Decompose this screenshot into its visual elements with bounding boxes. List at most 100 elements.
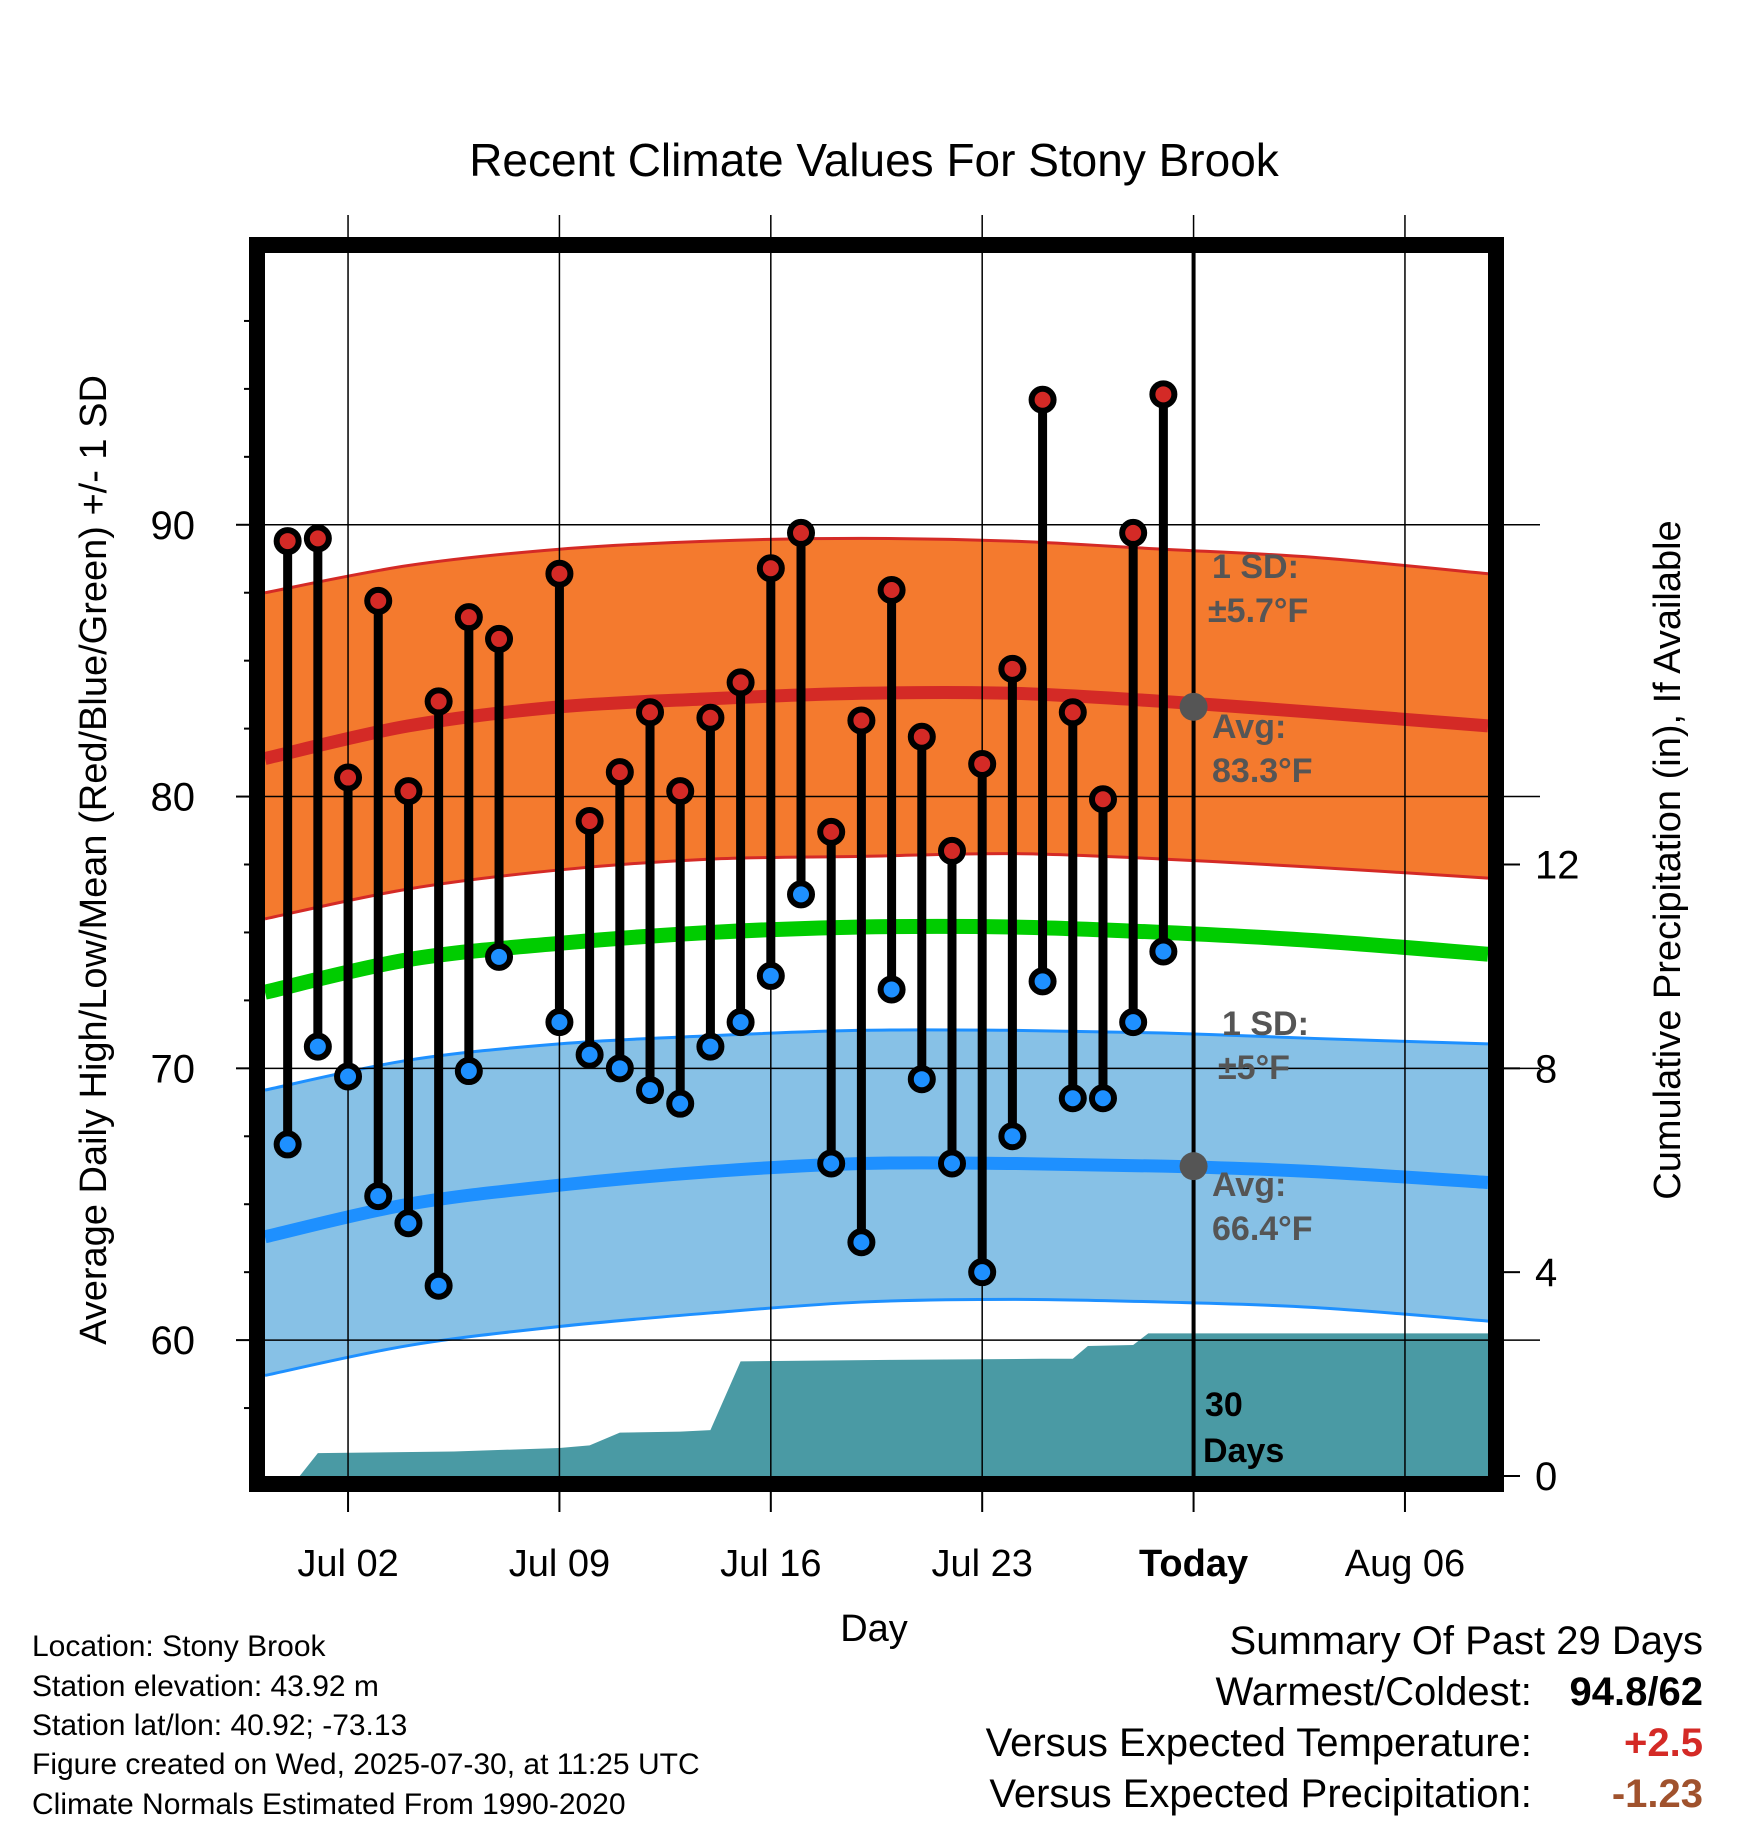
right-y-tick-label: 0 (1535, 1455, 1557, 1499)
daily-high-point (877, 576, 906, 605)
daily-high-point (847, 706, 876, 735)
summary-title: Summary Of Past 29 Days (1229, 1619, 1703, 1663)
high-sd-label: 1 SD: (1212, 548, 1299, 586)
daily-low-point (756, 961, 785, 990)
precip-days-label: 30 (1205, 1386, 1243, 1424)
summary-coldest: 62 (1658, 1670, 1704, 1714)
daily-low-point (485, 942, 514, 971)
daily-high-point (937, 836, 966, 865)
daily-high-point (364, 586, 393, 615)
daily-high-point (968, 749, 997, 778)
daily-high-point (666, 777, 695, 806)
daily-low-point (847, 1228, 876, 1257)
x-tick-label: Jul 23 (931, 1543, 1032, 1585)
daily-high-point (424, 687, 453, 716)
summary-temp-value: +2.5 (1624, 1721, 1703, 1765)
info-elevation: Station elevation: 43.92 m (32, 1670, 379, 1703)
summary-warm-cold-label: Warmest/Coldest: (1215, 1670, 1532, 1714)
daily-high-point (303, 524, 332, 553)
cumulative-precip-area (265, 1333, 1488, 1476)
left-axis-label: Average Daily High/Low/Mean (Red/Blue/Gr… (73, 375, 115, 1345)
summary-precip-value: -1.23 (1611, 1772, 1703, 1816)
info-latlon: Station lat/lon: 40.92; -73.13 (32, 1709, 408, 1742)
summary-warm-cold-value: 94.8/62 (1569, 1670, 1704, 1714)
info-location: Location: Stony Brook (32, 1630, 326, 1663)
right-y-tick-label: 4 (1535, 1251, 1557, 1295)
x-tick-label: Jul 16 (720, 1543, 821, 1585)
axis-ticks (236, 319, 1520, 1512)
left-y-tick-label: 90 (151, 504, 196, 548)
left-y-tick-label: 60 (151, 1319, 196, 1363)
daily-low-point (1058, 1084, 1087, 1113)
x-tick-label: Jul 09 (509, 1543, 610, 1585)
low-sd-value: ±5°F (1218, 1049, 1290, 1087)
daily-high-point (787, 518, 816, 547)
daily-low-point (334, 1062, 363, 1091)
daily-low-point (907, 1065, 936, 1094)
daily-low-point (937, 1149, 966, 1178)
right-y-tick-label: 8 (1535, 1047, 1557, 1091)
daily-low-point (605, 1054, 634, 1083)
daily-low-point (787, 880, 816, 909)
daily-high-point (575, 807, 604, 836)
daily-high-point (605, 758, 634, 787)
summary-warmest: 94.8 (1569, 1670, 1648, 1714)
info-created: Figure created on Wed, 2025-07-30, at 11… (32, 1748, 700, 1781)
low-sd-label: 1 SD: (1222, 1005, 1309, 1043)
low-avg-label: Avg: (1212, 1166, 1286, 1204)
right-axis-label: Cumulative Precipitation (in), If Availa… (1647, 520, 1689, 1199)
daily-high-point (545, 559, 574, 588)
summary-precip-row: Versus Expected Precipitation: -1.23 (989, 1772, 1703, 1817)
daily-low-point (877, 975, 906, 1004)
daily-low-point (1149, 937, 1178, 966)
summary-temp-row: Versus Expected Temperature: +2.5 (986, 1721, 1703, 1766)
info-normals: Climate Normals Estimated From 1990-2020 (32, 1788, 626, 1821)
high-band-upper-edge (265, 536, 1489, 595)
daily-low-point (1088, 1084, 1117, 1113)
daily-low-point (394, 1209, 423, 1238)
summary-warm-cold-row: Warmest/Coldest: 94.8/62 (1216, 1670, 1704, 1715)
daily-high-point (907, 722, 936, 751)
daily-low-point (1119, 1008, 1148, 1037)
daily-low-point (364, 1182, 393, 1211)
daily-low-point (666, 1089, 695, 1118)
daily-low-point (424, 1271, 453, 1300)
high-sd-value: ±5.7°F (1208, 592, 1308, 630)
daily-low-point (726, 1008, 755, 1037)
daily-high-point (454, 603, 483, 632)
left-y-tick-label: 80 (151, 776, 196, 820)
daily-high-point (273, 527, 302, 556)
precip-days-unit: Days (1203, 1432, 1284, 1470)
daily-low-point (303, 1032, 332, 1061)
high-avg-marker (1179, 692, 1208, 721)
summary-temp-label: Versus Expected Temperature: (985, 1721, 1532, 1765)
daily-low-point (454, 1057, 483, 1086)
daily-high-point (636, 698, 665, 727)
daily-high-point (1028, 385, 1057, 414)
daily-high-point (726, 668, 755, 697)
chart-title: Recent Climate Values For Stony Brook (469, 134, 1280, 186)
daily-low-point (636, 1076, 665, 1105)
daily-low-point (575, 1040, 604, 1069)
daily-low-point (968, 1258, 997, 1287)
daily-high-point (1058, 698, 1087, 727)
x-tick-label: Aug 06 (1345, 1543, 1465, 1585)
daily-high-point (1149, 380, 1178, 409)
daily-low-point (545, 1008, 574, 1037)
x-tick-label: Jul 02 (297, 1543, 398, 1585)
daily-low-point (817, 1149, 846, 1178)
high-sd-band (265, 538, 1488, 919)
daily-high-point (756, 554, 785, 583)
daily-low-point (273, 1130, 302, 1159)
daily-low-point (696, 1032, 725, 1061)
daily-high-point (998, 654, 1027, 683)
daily-high-point (1088, 785, 1117, 814)
low-band-lower-edge (265, 1297, 1489, 1377)
daily-high-point (696, 703, 725, 732)
daily-low-point (1028, 967, 1057, 996)
high-avg-value: 83.3°F (1212, 752, 1313, 790)
x-tick-label: Today (1139, 1543, 1248, 1585)
normal-mean-line (265, 918, 1489, 1000)
daily-high-point (817, 817, 846, 846)
